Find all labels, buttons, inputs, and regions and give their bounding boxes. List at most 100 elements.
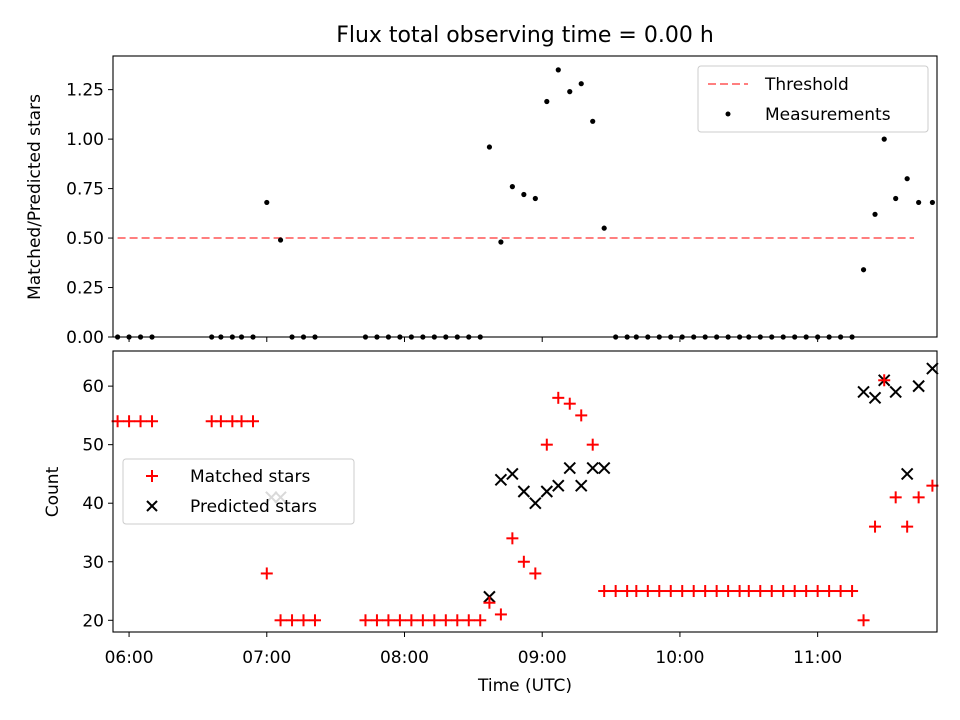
matched-legend-label: Matched stars [190, 467, 310, 487]
matched-star-marker [765, 585, 778, 598]
matched-star-marker [889, 491, 902, 504]
matched-star-marker [869, 520, 882, 533]
matched-star-marker [134, 415, 147, 428]
matched-star-marker [586, 438, 599, 451]
ratio-panel: 0.00 0.25 0.50 0.75 1.00 1.25 Matched/Predict… [25, 55, 938, 348]
measurement-point [264, 199, 270, 206]
matched-star-marker [788, 585, 801, 598]
ratio-y-axis-label: Matched/Predicted stars [25, 94, 45, 300]
count-x-tick-label: 06:00 [105, 648, 154, 668]
matched-star-marker [483, 596, 496, 609]
measurement-point [881, 136, 887, 142]
matched-star-marker [370, 614, 383, 627]
matched-star-marker [474, 614, 487, 627]
predicted-star-marker [494, 473, 508, 486]
matched-star-marker [598, 585, 611, 598]
count-panel: 20 30 40 50 60 06:00 07:00 08:00 09:00 10:00 11:0… [43, 350, 939, 696]
measurement-point [544, 98, 550, 105]
matched-stars-layer [111, 374, 939, 627]
matched-star-marker [926, 479, 939, 492]
measurement-point [555, 67, 561, 73]
predicted-star-marker [597, 461, 611, 475]
matched-star-marker [552, 391, 565, 404]
matched-star-marker [416, 614, 429, 627]
matched-star-marker [405, 614, 418, 627]
measurement-point [860, 267, 867, 273]
ratio-y-tick-label: 0.25 [66, 279, 104, 299]
matched-star-marker [123, 415, 136, 428]
matched-star-marker [742, 585, 755, 598]
matched-star-marker [494, 608, 507, 621]
ratio-legend: Threshold Measurements [697, 65, 929, 133]
matched-star-marker [297, 614, 310, 627]
count-x-tick-label: 09:00 [518, 648, 567, 668]
ratio-x-ticks [128, 337, 819, 342]
predicted-star-marker [868, 391, 882, 405]
threshold-legend-label: Threshold [764, 75, 849, 95]
ratio-y-tick-label: 1.25 [66, 81, 104, 101]
matched-star-marker [439, 614, 452, 627]
matched-star-marker [846, 585, 859, 598]
matched-star-marker [641, 585, 654, 598]
measurement-point [277, 237, 284, 243]
count-y-tick-label: 50 [82, 436, 104, 456]
count-y-axis: 20 30 40 50 60 [82, 377, 113, 631]
matched-star-marker [800, 585, 813, 598]
matched-star-marker [506, 532, 519, 545]
count-x-tick-label: 10:00 [655, 648, 704, 668]
predicted-legend-label: Predicted stars [190, 497, 317, 517]
ratio-y-tick-label: 0.75 [66, 180, 104, 200]
chart-title: Flux total observing time = 0.00 h [336, 23, 714, 48]
count-x-tick-label: 07:00 [242, 648, 291, 668]
ratio-y-tick-label: 0.00 [66, 328, 104, 348]
measurement-point [929, 199, 936, 206]
matched-star-marker [878, 374, 891, 387]
matched-star-marker [451, 614, 464, 627]
count-x-tick-label: 08:00 [380, 648, 429, 668]
predicted-star-marker [529, 497, 542, 510]
matched-star-marker [609, 585, 622, 598]
measurement-point [601, 225, 607, 231]
measurement-point [498, 239, 504, 245]
ratio-y-tick-label: 1.00 [66, 130, 104, 150]
matched-star-marker [540, 438, 553, 451]
matched-star-marker [575, 409, 588, 422]
matched-star-marker [811, 585, 824, 598]
matched-star-marker [901, 520, 914, 533]
predicted-star-marker [912, 379, 925, 393]
count-y-axis-label: Count [43, 466, 63, 517]
matched-star-marker [687, 585, 700, 598]
measurement-point [509, 184, 515, 190]
matched-star-marker [699, 585, 712, 598]
count-x-axis-label: Time (UTC) [477, 676, 572, 696]
matched-star-marker [563, 397, 576, 410]
predicted-star-marker [540, 485, 554, 498]
measurement-point [578, 81, 584, 87]
matched-star-marker [834, 585, 847, 598]
measurements-legend-label: Measurements [765, 105, 891, 125]
matched-star-marker [111, 415, 124, 428]
count-legend: Matched stars Predicted stars [122, 458, 355, 525]
matched-star-marker [308, 614, 321, 627]
matched-star-marker [653, 585, 666, 598]
count-x-tick-label: 11:00 [793, 648, 842, 668]
matched-star-marker [664, 585, 677, 598]
matched-star-marker [722, 585, 735, 598]
matched-star-marker [286, 614, 299, 627]
predicted-star-marker [506, 467, 519, 481]
predicted-legend-swatch [146, 500, 158, 512]
count-y-tick-label: 30 [82, 553, 104, 573]
ratio-y-axis: 0.00 0.25 0.50 0.75 1.00 1.25 [66, 81, 113, 348]
predicted-star-marker [900, 467, 914, 481]
count-frame [112, 350, 938, 633]
ratio-frame [112, 55, 938, 338]
predicted-star-marker [889, 385, 902, 399]
predicted-star-marker [552, 479, 565, 492]
measurement-point [567, 89, 573, 95]
matched-star-marker [912, 491, 925, 504]
measurement-point [893, 195, 899, 202]
measurements-legend-swatch [725, 111, 731, 117]
predicted-star-marker [563, 461, 576, 475]
matched-star-marker [630, 585, 643, 598]
